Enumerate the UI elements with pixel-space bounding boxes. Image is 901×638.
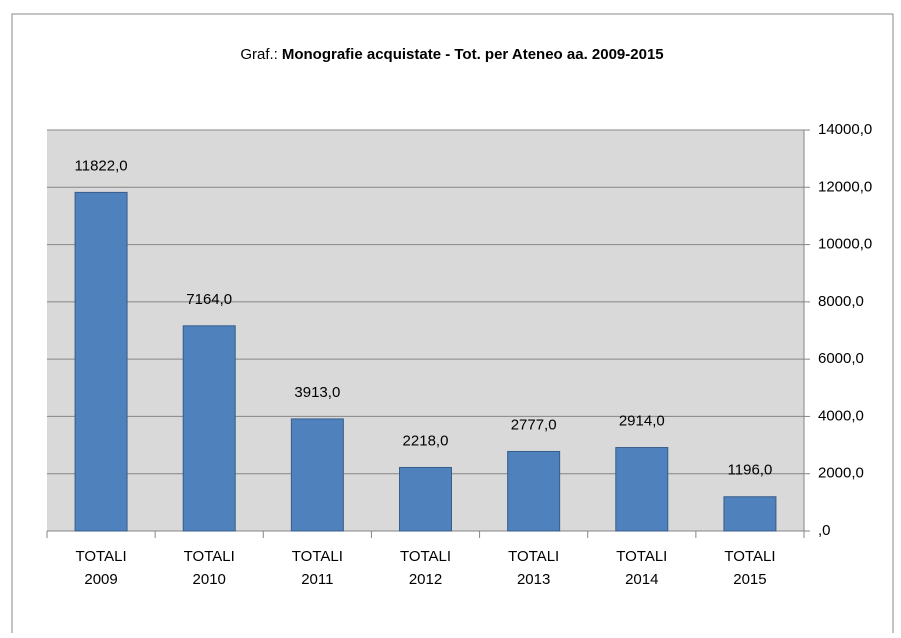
- y-tick-label: 2000,0: [818, 465, 864, 482]
- x-tick-label: TOTALI 2010: [184, 548, 235, 588]
- y-tick-label: 6000,0: [818, 350, 864, 367]
- data-label: 7164,0: [186, 291, 232, 308]
- data-label: 3913,0: [294, 384, 340, 401]
- y-tick-label: 4000,0: [818, 407, 864, 424]
- bar: [507, 450, 561, 532]
- data-label: 11822,0: [75, 157, 128, 174]
- y-tick-label: ,0: [818, 522, 831, 539]
- y-tick-label: 10000,0: [818, 236, 872, 253]
- data-label: 2218,0: [403, 432, 449, 449]
- plot-area: [47, 130, 804, 531]
- bar: [290, 418, 344, 532]
- x-tick-label: TOTALI 2009: [76, 548, 127, 588]
- chart-title-group: Graf.: Monografie acquistate - Tot. per A…: [240, 46, 663, 63]
- chart-title: Monografie acquistate - Tot. per Ateneo …: [282, 46, 664, 63]
- bar: [723, 496, 777, 532]
- title-prefix: Graf.:: [240, 46, 278, 63]
- bar: [615, 447, 669, 532]
- y-tick-label: 8000,0: [818, 293, 864, 310]
- data-label: 1196,0: [728, 462, 773, 479]
- y-tick-label: 14000,0: [818, 121, 872, 138]
- y-tick-label: 12000,0: [818, 178, 872, 195]
- x-tick-label: TOTALI 2012: [400, 548, 451, 588]
- x-tick-label: TOTALI 2011: [292, 548, 343, 588]
- bar: [182, 325, 236, 532]
- x-tick-label: TOTALI 2013: [508, 548, 559, 588]
- bar: [399, 466, 452, 532]
- bar: [74, 191, 128, 532]
- data-label: 2777,0: [511, 416, 557, 433]
- x-tick-label: TOTALI 2014: [616, 548, 667, 588]
- data-label: 2914,0: [619, 413, 665, 430]
- x-tick-label: TOTALI 2015: [724, 548, 775, 588]
